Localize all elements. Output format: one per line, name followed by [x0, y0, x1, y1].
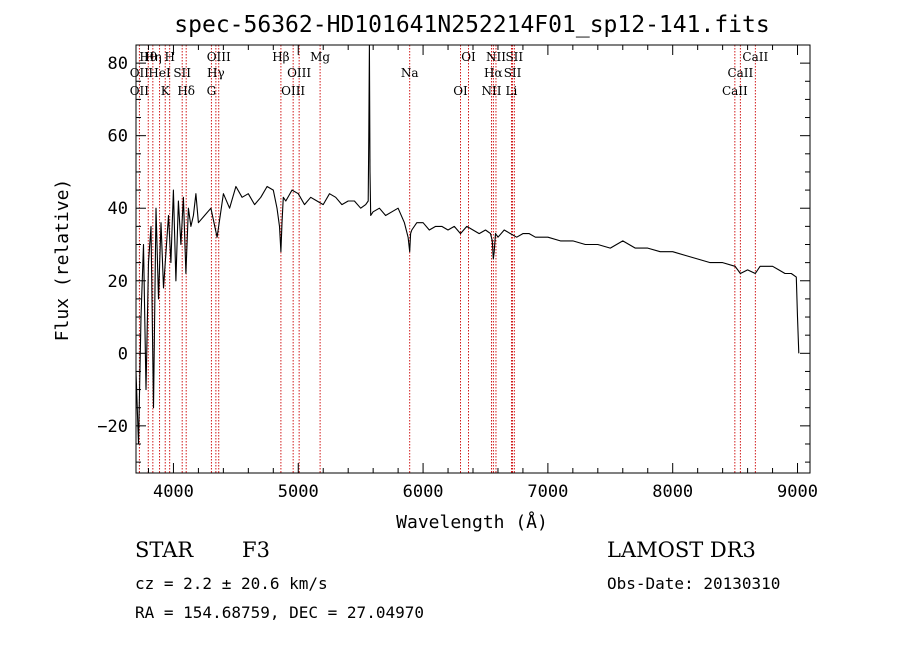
line-label: Hβ	[272, 50, 289, 64]
line-label: SII	[505, 50, 523, 64]
x-tick-label: 9000	[777, 482, 818, 502]
line-label: Hγ	[207, 66, 225, 80]
line-label: SII	[504, 66, 522, 80]
plot-frame	[135, 44, 811, 474]
obs-date: Obs-Date: 20130310	[607, 574, 781, 593]
y-tick-label: 60	[108, 127, 128, 147]
y-axis-label: Flux (relative)	[52, 179, 73, 342]
object-subclass: F3	[242, 538, 270, 562]
line-label: G	[207, 84, 217, 98]
line-label: OIII	[287, 66, 311, 80]
line-label: CaII	[742, 50, 768, 64]
redshift-info: cz = 2.2 ± 20.6 km/s	[135, 574, 328, 593]
line-label: CaII	[722, 84, 748, 98]
line-label: OI	[461, 50, 476, 64]
line-label: OII	[130, 66, 150, 80]
line-label: Hα	[484, 66, 503, 80]
line-label: OIII	[207, 50, 231, 64]
survey-name: LAMOST DR3	[607, 538, 756, 562]
line-label: K	[161, 84, 171, 98]
x-tick-label: 5000	[278, 482, 319, 502]
spectrum-line	[135, 44, 800, 445]
line-label: Mg	[310, 50, 330, 64]
line-label: NII	[481, 84, 501, 98]
y-tick-label: 40	[108, 199, 128, 219]
line-label: CaII	[727, 66, 753, 80]
line-label: OI	[453, 84, 468, 98]
line-label: Hδ	[177, 84, 195, 98]
coordinates: RA = 154.68759, DEC = 27.04970	[135, 603, 424, 622]
line-label: Na	[401, 66, 419, 80]
line-label: SII	[173, 66, 191, 80]
line-label: HeI	[148, 66, 171, 80]
x-tick-label: 7000	[527, 482, 568, 502]
x-tick-label: 8000	[652, 482, 693, 502]
line-label: Li	[506, 84, 518, 98]
chart-title: spec-56362-HD101641N252214F01_sp12-141.f…	[174, 12, 769, 38]
y-tick-label: 20	[108, 272, 128, 292]
x-tick-label: 4000	[153, 482, 194, 502]
line-label: NII	[486, 50, 506, 64]
y-tick-label: 0	[118, 344, 128, 364]
object-class: STAR	[135, 538, 194, 562]
y-tick-label: −20	[97, 417, 128, 437]
line-label: H	[164, 50, 174, 64]
x-axis-label: Wavelength (Å)	[396, 511, 548, 533]
y-tick-label: 80	[108, 54, 128, 74]
line-label: OII	[130, 84, 150, 98]
line-label: OIII	[281, 84, 305, 98]
line-label: Hη	[144, 50, 162, 64]
line-label: Hθ	[139, 50, 157, 64]
x-tick-label: 6000	[403, 482, 444, 502]
